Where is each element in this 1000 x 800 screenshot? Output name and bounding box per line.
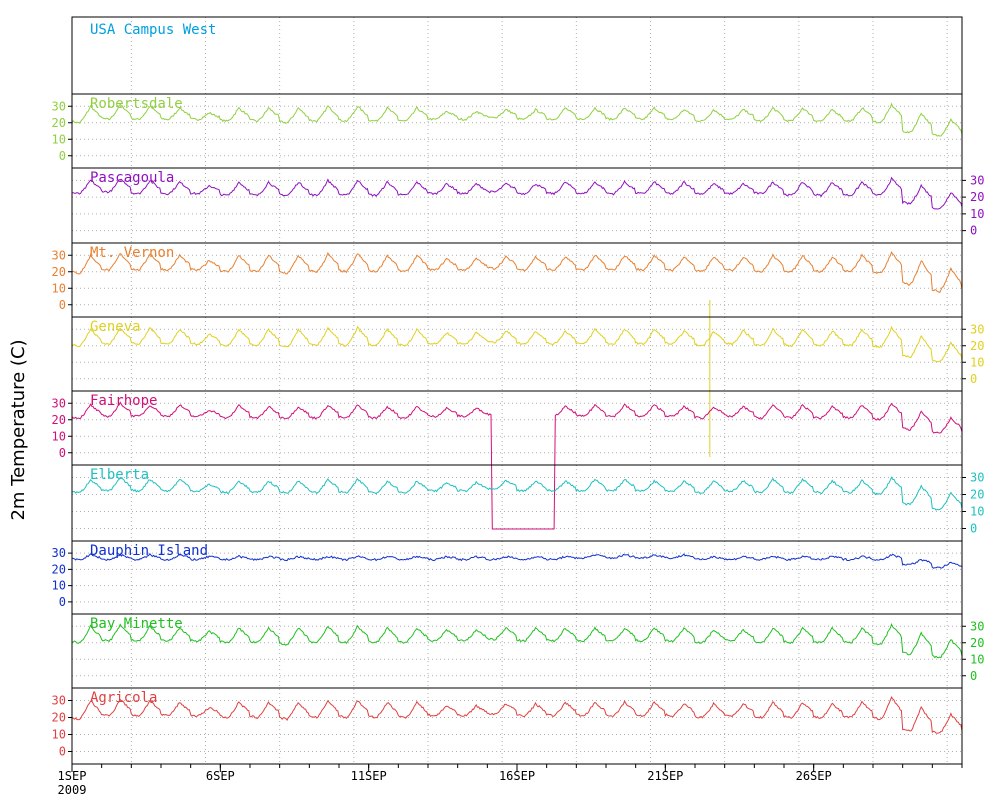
y-tick-label: 10 xyxy=(52,429,66,443)
x-tick-label: 21SEP xyxy=(647,769,683,783)
y-tick-label: 0 xyxy=(970,522,977,536)
x-tick-label: 16SEP xyxy=(499,769,535,783)
frame: Robertsdale Pascagoula Mt. Vernon Geneva Fai… xyxy=(71,16,963,765)
y-tick-label: 10 xyxy=(52,132,66,146)
y-tick-label: 30 xyxy=(52,99,66,113)
y-tick-label: 10 xyxy=(970,652,984,666)
series-line xyxy=(71,102,963,137)
y-tick-label: 30 xyxy=(970,619,984,633)
x-tick-label: 26SEP xyxy=(796,769,832,783)
y-tick-label: 20 xyxy=(52,711,66,725)
x-tick-label: 1SEP xyxy=(58,769,87,783)
y-tick-label: 10 xyxy=(52,281,66,295)
series-label: Mt. Vernon xyxy=(90,245,174,261)
series-label: Bay Minette xyxy=(90,616,183,632)
series-line xyxy=(71,553,963,569)
y-tick-label: 20 xyxy=(52,265,66,279)
y-tick-label: 0 xyxy=(970,669,977,683)
series-line xyxy=(71,251,963,294)
y-tick-label: 20 xyxy=(52,413,66,427)
y-tick-label: 0 xyxy=(59,745,66,759)
y-tick-label: 0 xyxy=(59,595,66,609)
y-tick-label: 20 xyxy=(970,636,984,650)
series-line xyxy=(71,696,963,734)
series-layer xyxy=(71,102,963,734)
series-line xyxy=(71,622,963,659)
x-tick-label: 6SEP xyxy=(206,769,235,783)
series-line xyxy=(71,176,963,210)
x-tick-label: 11SEP xyxy=(351,769,387,783)
chart-title: USA Campus West xyxy=(90,22,216,38)
y-tick-label: 20 xyxy=(970,488,984,502)
y-tick-label: 30 xyxy=(970,322,984,336)
series-line xyxy=(72,476,963,511)
y-tick-label: 10 xyxy=(970,207,984,221)
y-tick-label: 30 xyxy=(970,471,984,485)
series-label: Dauphin Island xyxy=(90,543,208,559)
y-tick-label: 30 xyxy=(52,546,66,560)
y-tick-label: 20 xyxy=(970,190,984,204)
y-tick-label: 10 xyxy=(970,505,984,519)
series-line xyxy=(71,401,963,530)
y-tick-label: 0 xyxy=(59,446,66,460)
series-label: Geneva xyxy=(90,319,141,335)
y-tick-label: 20 xyxy=(52,116,66,130)
y-axis-label: 2m Temperature (C) xyxy=(8,339,29,520)
y-tick-label: 10 xyxy=(52,728,66,742)
y-tick-label: 10 xyxy=(970,355,984,369)
y-tick-label: 0 xyxy=(970,372,977,386)
y-tick-label: 0 xyxy=(59,149,66,163)
y-tick-label: 30 xyxy=(52,694,66,708)
y-tick-label: 30 xyxy=(970,173,984,187)
x-tick-sublabel: 2009 xyxy=(58,783,87,797)
y-tick-label: 0 xyxy=(59,298,66,312)
y-tick-label: 20 xyxy=(52,562,66,576)
series-label: Elberta xyxy=(90,467,149,483)
y-tick-label: 30 xyxy=(52,396,66,410)
y-tick-label: 0 xyxy=(970,224,977,238)
panels: 0 10 20 30 0 10 20 30 0 10 20 30 0 10 20 30 0 10 20 30 0 10 20… xyxy=(52,17,984,764)
series-label: Agricola xyxy=(90,690,157,706)
series-label: Pascagoula xyxy=(90,170,174,186)
series-label: Robertsdale xyxy=(90,96,183,112)
series-label: Fairhope xyxy=(90,393,157,409)
y-tick-label: 30 xyxy=(52,248,66,262)
y-tick-label: 20 xyxy=(970,339,984,353)
y-tick-label: 10 xyxy=(52,579,66,593)
series-line xyxy=(71,325,963,363)
